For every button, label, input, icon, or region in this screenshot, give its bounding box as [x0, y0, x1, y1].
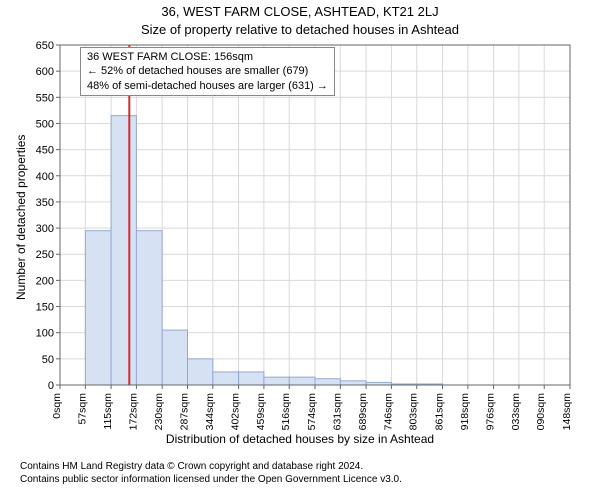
- svg-text:344sqm: 344sqm: [204, 393, 216, 430]
- svg-text:459sqm: 459sqm: [255, 393, 267, 430]
- svg-text:1033sqm: 1033sqm: [510, 393, 522, 430]
- svg-text:450: 450: [36, 145, 54, 157]
- svg-text:550: 550: [36, 92, 54, 104]
- svg-text:300: 300: [36, 223, 54, 235]
- svg-text:0: 0: [48, 380, 54, 392]
- svg-text:402sqm: 402sqm: [230, 393, 242, 430]
- svg-text:400: 400: [36, 171, 54, 183]
- svg-text:746sqm: 746sqm: [382, 393, 394, 430]
- svg-text:918sqm: 918sqm: [459, 393, 471, 430]
- svg-text:172sqm: 172sqm: [127, 393, 139, 430]
- svg-text:631sqm: 631sqm: [331, 393, 343, 430]
- svg-text:250: 250: [36, 249, 54, 261]
- svg-text:50: 50: [42, 354, 54, 366]
- svg-text:200: 200: [36, 275, 54, 287]
- svg-text:287sqm: 287sqm: [179, 393, 191, 430]
- annotation-line: 48% of semi-detached houses are larger (…: [87, 79, 328, 93]
- svg-text:600: 600: [36, 66, 54, 78]
- svg-text:150: 150: [36, 302, 54, 314]
- svg-text:516sqm: 516sqm: [280, 393, 292, 430]
- svg-text:803sqm: 803sqm: [408, 393, 420, 430]
- svg-text:1148sqm: 1148sqm: [561, 393, 573, 430]
- annotation-line: ← 52% of detached houses are smaller (67…: [87, 64, 328, 78]
- annotation-box: 36 WEST FARM CLOSE: 156sqm ← 52% of deta…: [80, 47, 335, 96]
- svg-text:689sqm: 689sqm: [357, 393, 369, 430]
- svg-text:57sqm: 57sqm: [76, 393, 88, 425]
- footer-text: Contains HM Land Registry data © Crown c…: [20, 460, 402, 486]
- footer-line: Contains HM Land Registry data © Crown c…: [20, 460, 402, 473]
- y-axis-label: Number of detached properties: [14, 135, 28, 300]
- svg-text:976sqm: 976sqm: [485, 393, 497, 430]
- svg-text:500: 500: [36, 118, 54, 130]
- svg-text:861sqm: 861sqm: [434, 393, 446, 430]
- svg-text:650: 650: [36, 40, 54, 52]
- svg-text:100: 100: [36, 328, 54, 340]
- annotation-line: 36 WEST FARM CLOSE: 156sqm: [87, 50, 328, 64]
- svg-text:230sqm: 230sqm: [153, 393, 165, 430]
- svg-text:115sqm: 115sqm: [102, 393, 114, 430]
- svg-text:350: 350: [36, 197, 54, 209]
- x-axis-label: Distribution of detached houses by size …: [30, 432, 570, 446]
- svg-text:574sqm: 574sqm: [306, 393, 318, 430]
- svg-text:0sqm: 0sqm: [51, 393, 63, 419]
- svg-text:1090sqm: 1090sqm: [535, 393, 547, 430]
- footer-line: Contains public sector information licen…: [20, 473, 402, 486]
